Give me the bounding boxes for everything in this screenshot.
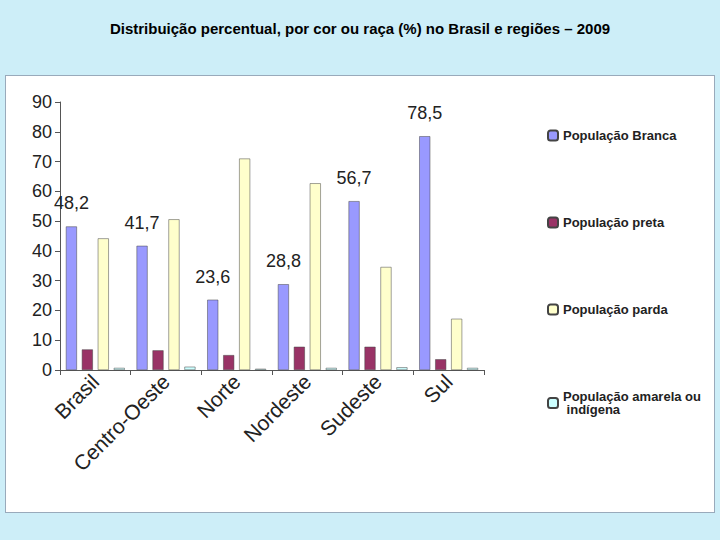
svg-text:50: 50 (32, 211, 52, 231)
svg-text:Sudeste: Sudeste (315, 370, 386, 441)
svg-text:78,5: 78,5 (407, 103, 442, 123)
svg-text:80: 80 (32, 122, 52, 142)
svg-text:População Branca: População Branca (563, 128, 677, 143)
svg-text:População parda: População parda (563, 302, 669, 317)
svg-text:56,7: 56,7 (337, 168, 372, 188)
svg-text:indígena: indígena (563, 402, 621, 417)
svg-text:Norte: Norte (192, 370, 245, 423)
svg-text:40: 40 (32, 241, 52, 261)
svg-text:0: 0 (42, 360, 52, 380)
svg-text:60: 60 (32, 181, 52, 201)
svg-text:População preta: População preta (563, 215, 665, 230)
svg-text:Brasil: Brasil (50, 370, 103, 423)
svg-text:28,8: 28,8 (266, 251, 301, 271)
svg-text:20: 20 (32, 300, 52, 320)
svg-text:10: 10 (32, 330, 52, 350)
svg-text:Nordeste: Nordeste (239, 370, 315, 446)
svg-text:70: 70 (32, 152, 52, 172)
svg-text:30: 30 (32, 271, 52, 291)
svg-text:90: 90 (32, 92, 52, 112)
svg-text:Sul: Sul (419, 370, 457, 408)
svg-text:Centro-Oeste: Centro-Oeste (69, 370, 174, 475)
svg-text:48,2: 48,2 (54, 193, 89, 213)
svg-text:41,7: 41,7 (125, 213, 160, 233)
svg-text:23,6: 23,6 (195, 267, 230, 287)
svg-text:População amarela ou: População amarela ou (563, 389, 701, 404)
svg-text:Distribuição percentual, por c: Distribuição percentual, por cor ou raça… (110, 20, 610, 37)
